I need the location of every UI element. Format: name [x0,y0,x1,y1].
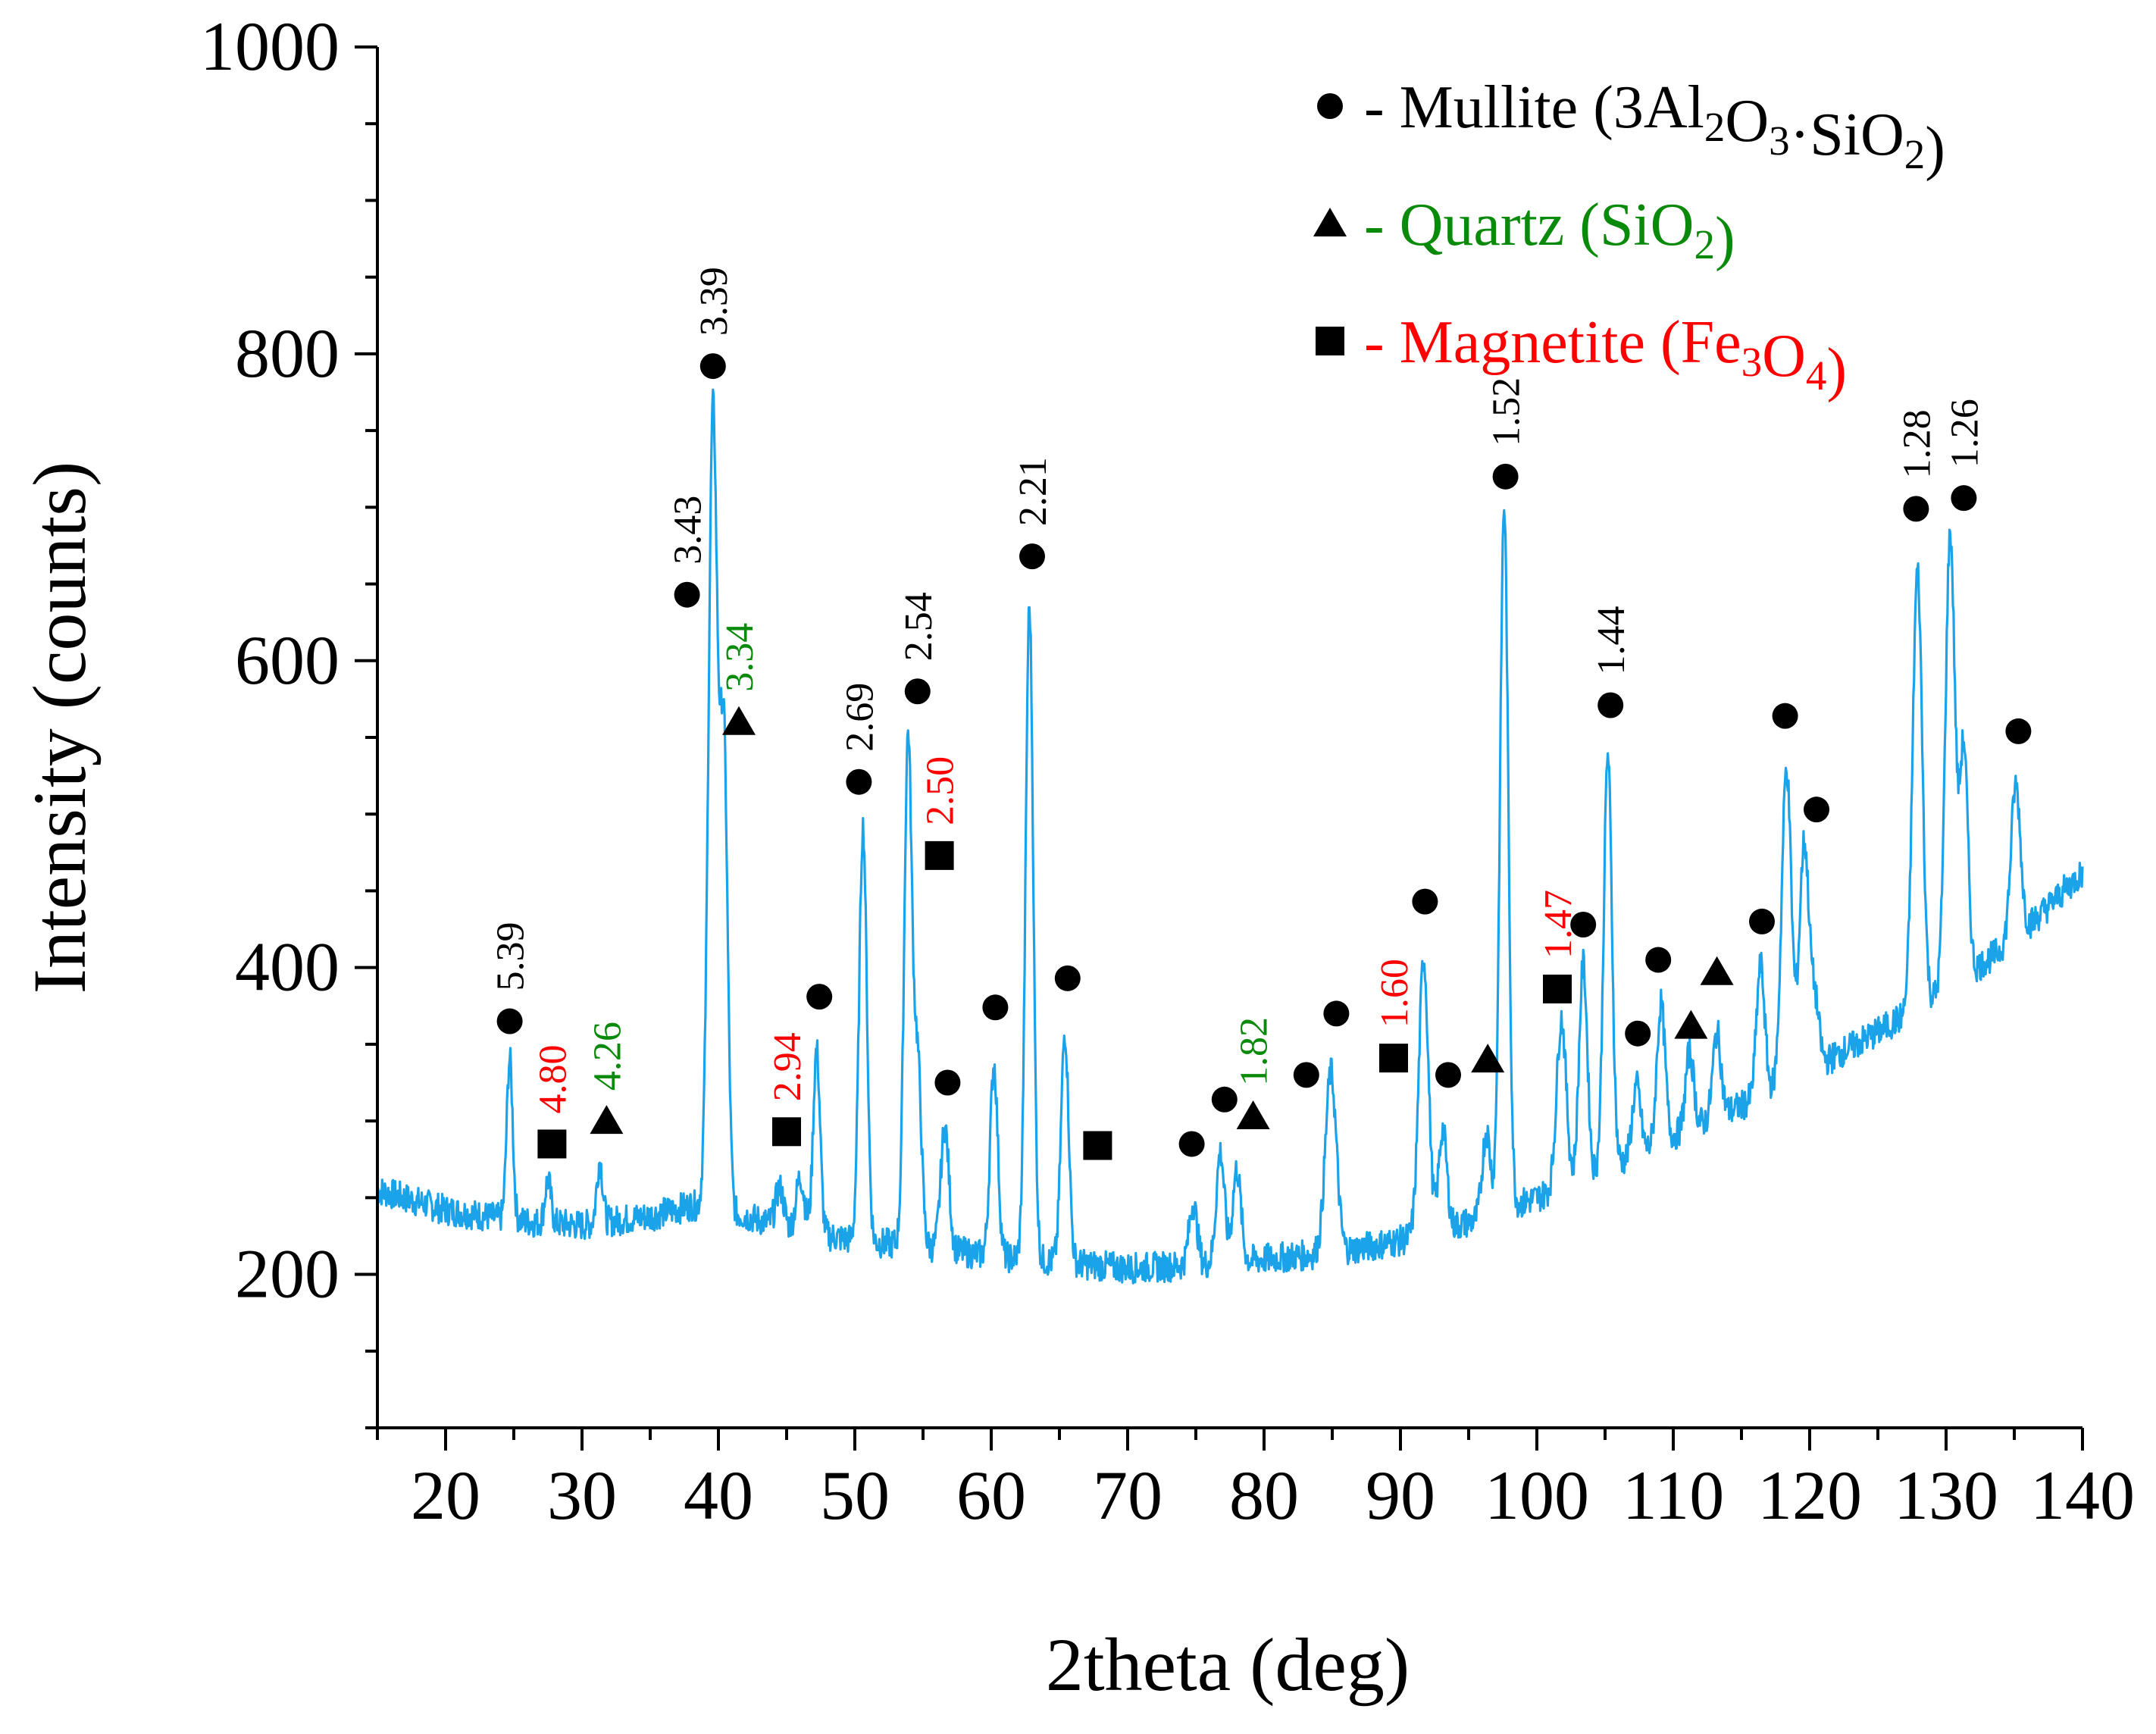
quartz-triangle-marker [1674,1009,1708,1039]
d-spacing-label: 1.44 [1590,606,1633,675]
xrd-pattern-line [376,388,2084,1285]
magnetite-square-marker [1083,1131,1112,1160]
x-ticks: 20 30 40 50 60 70 80 90 100 110 120 130 140 [376,1428,2135,1534]
quartz-triangle-marker [722,706,756,735]
mullite-circle-marker [2005,718,2032,744]
magnetite-square-marker [1379,1044,1408,1073]
mullite-circle-marker [496,1008,523,1034]
d-spacing-label: 2.69 [838,683,881,752]
x-tick-label: 140 [2030,1457,2135,1534]
mullite-circle-marker [1412,888,1438,915]
d-spacing-label: 1.60 [1373,959,1416,1028]
mullite-circle-marker [846,768,872,795]
legend-quartz-triangle-icon [1313,208,1347,236]
x-tick-label: 80 [1229,1457,1299,1534]
d-spacing-label: 2.54 [897,592,940,661]
mullite-circle-marker [1492,463,1519,490]
x-tick-label: 90 [1366,1457,1435,1534]
mullite-circle-marker [1323,1000,1350,1027]
d-spacing-label: 3.43 [667,496,710,565]
x-tick-label: 70 [1093,1457,1162,1534]
mullite-circle-marker [1211,1086,1238,1113]
mullite-circle-marker [1951,485,1977,512]
mullite-circle-marker [1054,965,1081,991]
legend-label-mullite: - Mullite (3Al2O3·SiO2) [1364,74,1945,182]
mullite-circle-marker [982,994,1009,1021]
quartz-triangle-marker [1471,1044,1505,1073]
d-spacing-label: 2.21 [1012,457,1055,526]
y-ticks: 200 400 600 800 1000 [200,8,377,1429]
d-spacing-label: 4.80 [531,1044,574,1113]
d-spacing-label: 5.39 [490,922,533,991]
mullite-circle-marker [904,678,931,705]
mullite-circle-marker [1772,703,1798,729]
x-axis-title: 2theta (deg) [1046,1623,1410,1707]
y-tick-label: 200 [235,1235,340,1313]
mullite-circle-marker [674,581,700,608]
mullite-circle-marker [1570,911,1597,937]
x-tick-label: 110 [1622,1457,1725,1534]
mullite-circle-marker [934,1069,961,1096]
legend-label-quartz: - Quartz (SiO2) [1364,192,1735,272]
d-spacing-label: 1.82 [1233,1017,1276,1086]
legend-mullite-circle-icon [1317,93,1343,119]
d-spacing-label: 3.39 [693,267,736,336]
y-tick-label: 800 [235,315,340,392]
mullite-circle-marker [1435,1062,1461,1088]
d-spacing-label: 2.94 [766,1032,809,1101]
mullite-circle-marker [806,984,833,1010]
x-tick-label: 40 [684,1457,753,1534]
peak-labels: 5.39 4.80 4.26 3.43 3.39 3.34 2.94 2.69 2.54 2.50… [490,267,1987,1113]
magnetite-square-marker [925,840,954,870]
x-tick-label: 60 [956,1457,1026,1534]
legend-magnetite-square-icon [1316,327,1344,355]
mullite-circle-marker [1597,692,1624,718]
mullite-circle-marker [1625,1020,1651,1047]
d-spacing-label: 1.52 [1485,377,1529,446]
mullite-circle-marker [699,353,726,380]
d-spacing-label: 1.47 [1537,890,1580,959]
y-tick-label: 600 [235,621,340,699]
magnetite-square-marker [772,1117,801,1147]
y-tick-label: 1000 [200,8,340,85]
mullite-circle-marker [1903,496,1929,522]
x-tick-label: 100 [1485,1457,1589,1534]
quartz-triangle-marker [1700,956,1734,985]
phase-markers [496,353,2032,1160]
mullite-circle-marker [1645,947,1672,973]
plot-area [376,388,2084,1285]
magnetite-square-marker [1543,975,1572,1004]
mullite-circle-marker [1749,908,1775,934]
d-spacing-label: 3.34 [718,623,762,692]
mullite-circle-marker [1293,1062,1319,1088]
x-tick-label: 130 [1894,1457,1998,1534]
mullite-circle-marker [1804,797,1829,823]
mullite-circle-marker [1019,543,1045,570]
x-tick-label: 120 [1757,1457,1862,1534]
d-spacing-label: 1.28 [1895,409,1939,478]
d-spacing-label: 1.26 [1943,399,1986,468]
mullite-circle-marker [1178,1131,1205,1157]
legend: - Mullite (3Al2O3·SiO2) - Quartz (SiO2) - … [1313,74,1945,403]
quartz-triangle-marker [1236,1100,1270,1130]
y-tick-label: 400 [235,928,340,1006]
x-tick-label: 30 [547,1457,617,1534]
legend-label-magnetite: - Magnetite (Fe3O4) [1364,309,1847,403]
y-axis-title: Intensity (counts) [17,462,102,994]
quartz-triangle-marker [590,1105,624,1135]
d-spacing-label: 2.50 [919,756,962,825]
x-tick-label: 50 [820,1457,890,1534]
d-spacing-label: 4.26 [586,1022,629,1091]
axes: 200 400 600 800 1000 20 30 40 50 60 70 80 90 100 110 1… [200,8,2135,1534]
magnetite-square-marker [537,1129,567,1159]
x-tick-label: 20 [411,1457,480,1534]
